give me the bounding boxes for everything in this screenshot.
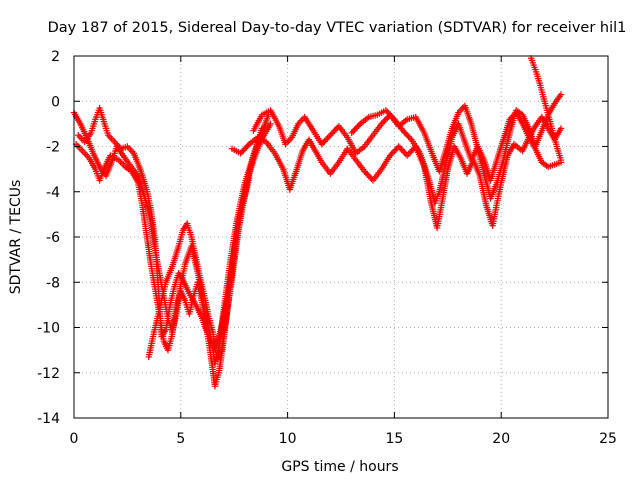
data-point [405, 133, 412, 140]
data-point [362, 169, 370, 177]
x-tick-label: 25 [599, 431, 617, 447]
y-tick-label: 2 [51, 49, 60, 65]
data-point [324, 135, 331, 142]
data-point [385, 110, 392, 117]
data-point [238, 148, 246, 155]
data-point [384, 114, 391, 122]
data-point [381, 117, 388, 125]
data-point [327, 131, 334, 139]
data-point [404, 152, 411, 159]
data-point [392, 146, 400, 153]
data-point [386, 152, 394, 159]
data-point [388, 113, 395, 120]
data-point [557, 91, 565, 98]
data-point [378, 120, 385, 128]
data-point [352, 125, 360, 132]
x-axis-label: GPS time / hours [281, 459, 398, 475]
x-tick-label: 15 [385, 431, 403, 447]
data-point [328, 130, 335, 137]
data-point [320, 139, 327, 146]
data-point [401, 128, 408, 136]
data-point [382, 116, 390, 123]
data-point [386, 111, 394, 119]
data-point [396, 144, 404, 152]
data-point [355, 122, 362, 129]
data-point [389, 149, 397, 156]
data-point [348, 129, 355, 137]
data-point [240, 147, 247, 154]
data-point [354, 123, 361, 131]
data-point [402, 130, 409, 137]
series-track-g [527, 55, 565, 164]
data-point [365, 172, 372, 180]
data-point [388, 150, 395, 158]
data-point [244, 142, 251, 149]
data-point [557, 156, 565, 164]
data-point [401, 149, 408, 156]
data-point [332, 125, 340, 133]
y-axis-label: SDTVAR / TECUs [8, 180, 24, 295]
data-point [399, 147, 407, 155]
data-point [382, 107, 390, 114]
data-point [325, 133, 333, 140]
data-point [389, 114, 397, 122]
data-point [399, 127, 407, 134]
data-points [70, 55, 565, 390]
data-point [405, 150, 412, 158]
y-tick-label: -2 [46, 140, 60, 156]
data-point [364, 171, 371, 178]
data-point [318, 141, 325, 148]
x-tick-label: 10 [279, 431, 297, 447]
data-point [408, 147, 415, 155]
x-tick-label: 0 [70, 431, 79, 447]
data-point [241, 145, 249, 152]
y-tick-label: -12 [37, 366, 60, 382]
data-point [267, 120, 274, 128]
y-tick-label: -8 [46, 275, 60, 291]
data-point [398, 146, 405, 153]
data-point [322, 136, 330, 143]
data-point [321, 138, 328, 145]
data-point [557, 125, 565, 132]
data-point [245, 174, 253, 182]
data-point [406, 149, 414, 156]
data-point [395, 143, 402, 150]
x-tick-label: 20 [492, 431, 510, 447]
series-track-h [72, 141, 253, 390]
data-point [329, 128, 337, 136]
data-point [331, 127, 338, 134]
x-tick-label: 5 [176, 431, 185, 447]
data-point [351, 126, 358, 134]
data-point [406, 135, 414, 142]
y-tick-label: -6 [46, 230, 60, 246]
chart-title: Day 187 of 2015, Sidereal Day-to-day VTE… [48, 20, 627, 36]
y-tick-label: -4 [46, 185, 60, 201]
data-point [361, 168, 368, 175]
data-point [237, 150, 244, 157]
y-tick-label: -10 [37, 321, 60, 337]
data-point [379, 119, 387, 126]
data-point [366, 174, 374, 181]
y-tick-label: -14 [37, 411, 60, 427]
data-point [384, 108, 391, 116]
series-track-d [228, 134, 565, 232]
data-point [391, 147, 398, 155]
data-point [243, 144, 250, 151]
data-point [404, 131, 411, 139]
y-tick-label: 0 [51, 94, 60, 110]
data-point [349, 128, 357, 135]
data-point [258, 125, 266, 132]
